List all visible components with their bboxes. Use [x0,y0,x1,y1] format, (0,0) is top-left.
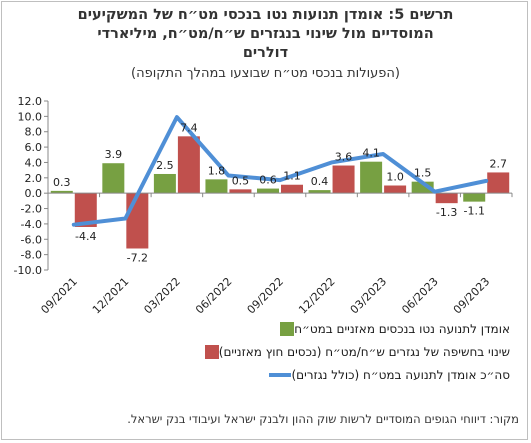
legend-swatch-blue [269,372,292,377]
bar-red-6 [384,185,407,194]
red-label-3: 0.5 [232,174,250,187]
green-label-8: -1.1 [463,205,484,218]
y-tick-label-8: -4.0 [21,218,42,231]
legend-label-green: אומדן לתנועה נטו בנכסים מאזניים במט״ח [294,321,510,336]
y-tick-label-4: 4.0 [25,156,43,169]
x-tick-label-5: 12/2022 [296,275,338,317]
red-label-1: -7.2 [127,251,148,264]
x-tick-label-1: 12/2021 [90,275,132,317]
y-tick-label-1: 10.0 [18,110,43,123]
bar-red-7 [435,193,458,204]
y-tick-label-10: -8.0 [21,249,42,262]
legend-swatch-green [280,321,295,336]
red-label-6: 1.0 [386,171,404,184]
legend-item-blue: סה״כ אומדן לתנועה במט״ח (כולל נגזרים) [70,363,510,386]
legend-item-green: אומדן לתנועה נטו בנכסים מאזניים במט״ח [70,317,510,340]
x-tick-label-3: 06/2022 [193,275,235,317]
chart-title: תרשים 5: אומדן תנועות נטו בנכסי מט״ח של … [10,6,521,63]
red-label-5: 3.6 [335,151,353,164]
bar-red-1 [126,193,149,249]
x-tick-label-6: 03/2023 [348,275,390,317]
legend-item-red: שינוי בחשיפה של נגזרים ש״ח/מט״ח (נכסים ח… [70,340,510,363]
green-label-5: 0.4 [311,175,329,188]
title-line-2: המוסדיים מול שינוי בנגזרים ש״ח/מט״ח, מיל… [97,26,434,42]
bar-green-1 [102,163,125,194]
y-tick-label-11: -10.0 [14,264,42,277]
bar-green-0 [50,190,73,194]
title-line-1: תרשים 5: אומדן תנועות נטו בנכסי מט״ח של … [77,7,454,23]
red-label-7: -1.3 [436,206,457,219]
red-label-8: 2.7 [489,157,507,170]
y-tick-label-2: 8.0 [25,126,43,139]
legend: אומדן לתנועה נטו בנכסים מאזניים במט״ח שי… [70,317,510,386]
x-tick-label-4: 09/2022 [245,275,287,317]
legend-label-blue: סה״כ אומדן לתנועה במט״ח (כולל נגזרים) [291,367,510,382]
green-label-6: 4.1 [362,147,380,160]
bar-green-4 [257,188,279,194]
title-line-3: דולרים [242,45,289,61]
green-label-4: 0.6 [259,174,277,187]
legend-swatch-red [204,344,219,359]
source-note: מקור: דיווחי הגופים המוסדיים לרשות שוק ה… [127,412,519,426]
green-label-1: 3.9 [105,148,123,161]
green-label-2: 2.5 [156,159,174,172]
bar-green-2 [153,173,176,194]
red-label-4: 1.1 [283,170,301,183]
y-tick-label-0: 12.0 [18,95,43,108]
chart-subtitle: (הפעולות בנכסי מט״ח שבוצעו במהלך התקופה) [131,66,400,81]
green-label-3: 1.8 [208,164,226,177]
bar-red-0 [74,193,97,227]
bar-green-5 [308,190,331,194]
y-tick-label-9: -6.0 [21,233,42,246]
bar-red-5 [332,165,355,194]
red-label-0: -4.4 [75,230,96,243]
bar-green-6 [360,161,383,194]
y-tick-label-7: -2.0 [21,203,42,216]
green-label-7: 1.5 [414,167,432,180]
y-tick-label-5: 2.0 [25,172,43,185]
x-tick-label-2: 03/2022 [142,275,184,317]
bar-red-2 [177,136,200,194]
bar-red-4 [281,184,303,194]
bar-red-8 [487,172,510,194]
bar-green-3 [205,179,228,194]
legend-label-red: שינוי בחשיפה של נגזרים ש״ח/מט״ח (נכסים ח… [218,344,510,359]
green-label-0: 0.3 [53,176,71,189]
bar-green-8 [463,193,486,202]
y-tick-label-6: 0.0 [25,187,43,200]
bar-green-7 [411,181,434,194]
red-label-2: 7.4 [180,121,198,134]
x-tick-label-8: 09/2023 [451,275,493,317]
bar-red-3 [229,189,252,194]
x-tick-label-0: 09/2021 [38,275,80,317]
x-tick-label-7: 06/2023 [399,275,441,317]
y-tick-label-3: 6.0 [25,141,43,154]
